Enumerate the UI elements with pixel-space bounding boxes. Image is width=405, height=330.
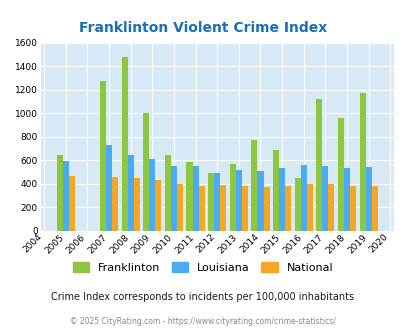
- Bar: [208, 173, 214, 231]
- Bar: [127, 154, 133, 231]
- Bar: [294, 178, 300, 231]
- Bar: [284, 186, 290, 231]
- Bar: [300, 165, 306, 231]
- Bar: [241, 186, 247, 231]
- Bar: [62, 161, 68, 231]
- Bar: [263, 187, 269, 231]
- Bar: [257, 171, 263, 231]
- Bar: [251, 140, 257, 231]
- Bar: [328, 184, 334, 231]
- Bar: [343, 168, 349, 231]
- Bar: [198, 186, 204, 231]
- Bar: [359, 93, 365, 231]
- Bar: [337, 118, 343, 231]
- Bar: [100, 81, 106, 231]
- Bar: [273, 150, 278, 231]
- Bar: [278, 168, 284, 231]
- Bar: [149, 159, 155, 231]
- Bar: [306, 184, 312, 231]
- Bar: [57, 155, 62, 231]
- Bar: [171, 166, 177, 231]
- Text: Franklinton Violent Crime Index: Franklinton Violent Crime Index: [79, 21, 326, 35]
- Bar: [371, 186, 377, 231]
- Bar: [164, 154, 171, 231]
- Bar: [315, 99, 322, 231]
- Bar: [68, 176, 75, 231]
- Bar: [186, 162, 192, 231]
- Bar: [214, 173, 220, 231]
- Bar: [192, 166, 198, 231]
- Bar: [365, 167, 371, 231]
- Bar: [112, 177, 118, 231]
- Bar: [133, 178, 139, 231]
- Bar: [220, 184, 226, 231]
- Bar: [143, 114, 149, 231]
- Bar: [322, 166, 328, 231]
- Bar: [177, 184, 183, 231]
- Bar: [155, 181, 161, 231]
- Legend: Franklinton, Louisiana, National: Franklinton, Louisiana, National: [68, 258, 337, 277]
- Bar: [229, 164, 235, 231]
- Bar: [106, 145, 112, 231]
- Bar: [349, 186, 355, 231]
- Bar: [121, 57, 127, 231]
- Text: Crime Index corresponds to incidents per 100,000 inhabitants: Crime Index corresponds to incidents per…: [51, 292, 354, 302]
- Text: © 2025 CityRating.com - https://www.cityrating.com/crime-statistics/: © 2025 CityRating.com - https://www.city…: [70, 317, 335, 326]
- Bar: [235, 171, 241, 231]
